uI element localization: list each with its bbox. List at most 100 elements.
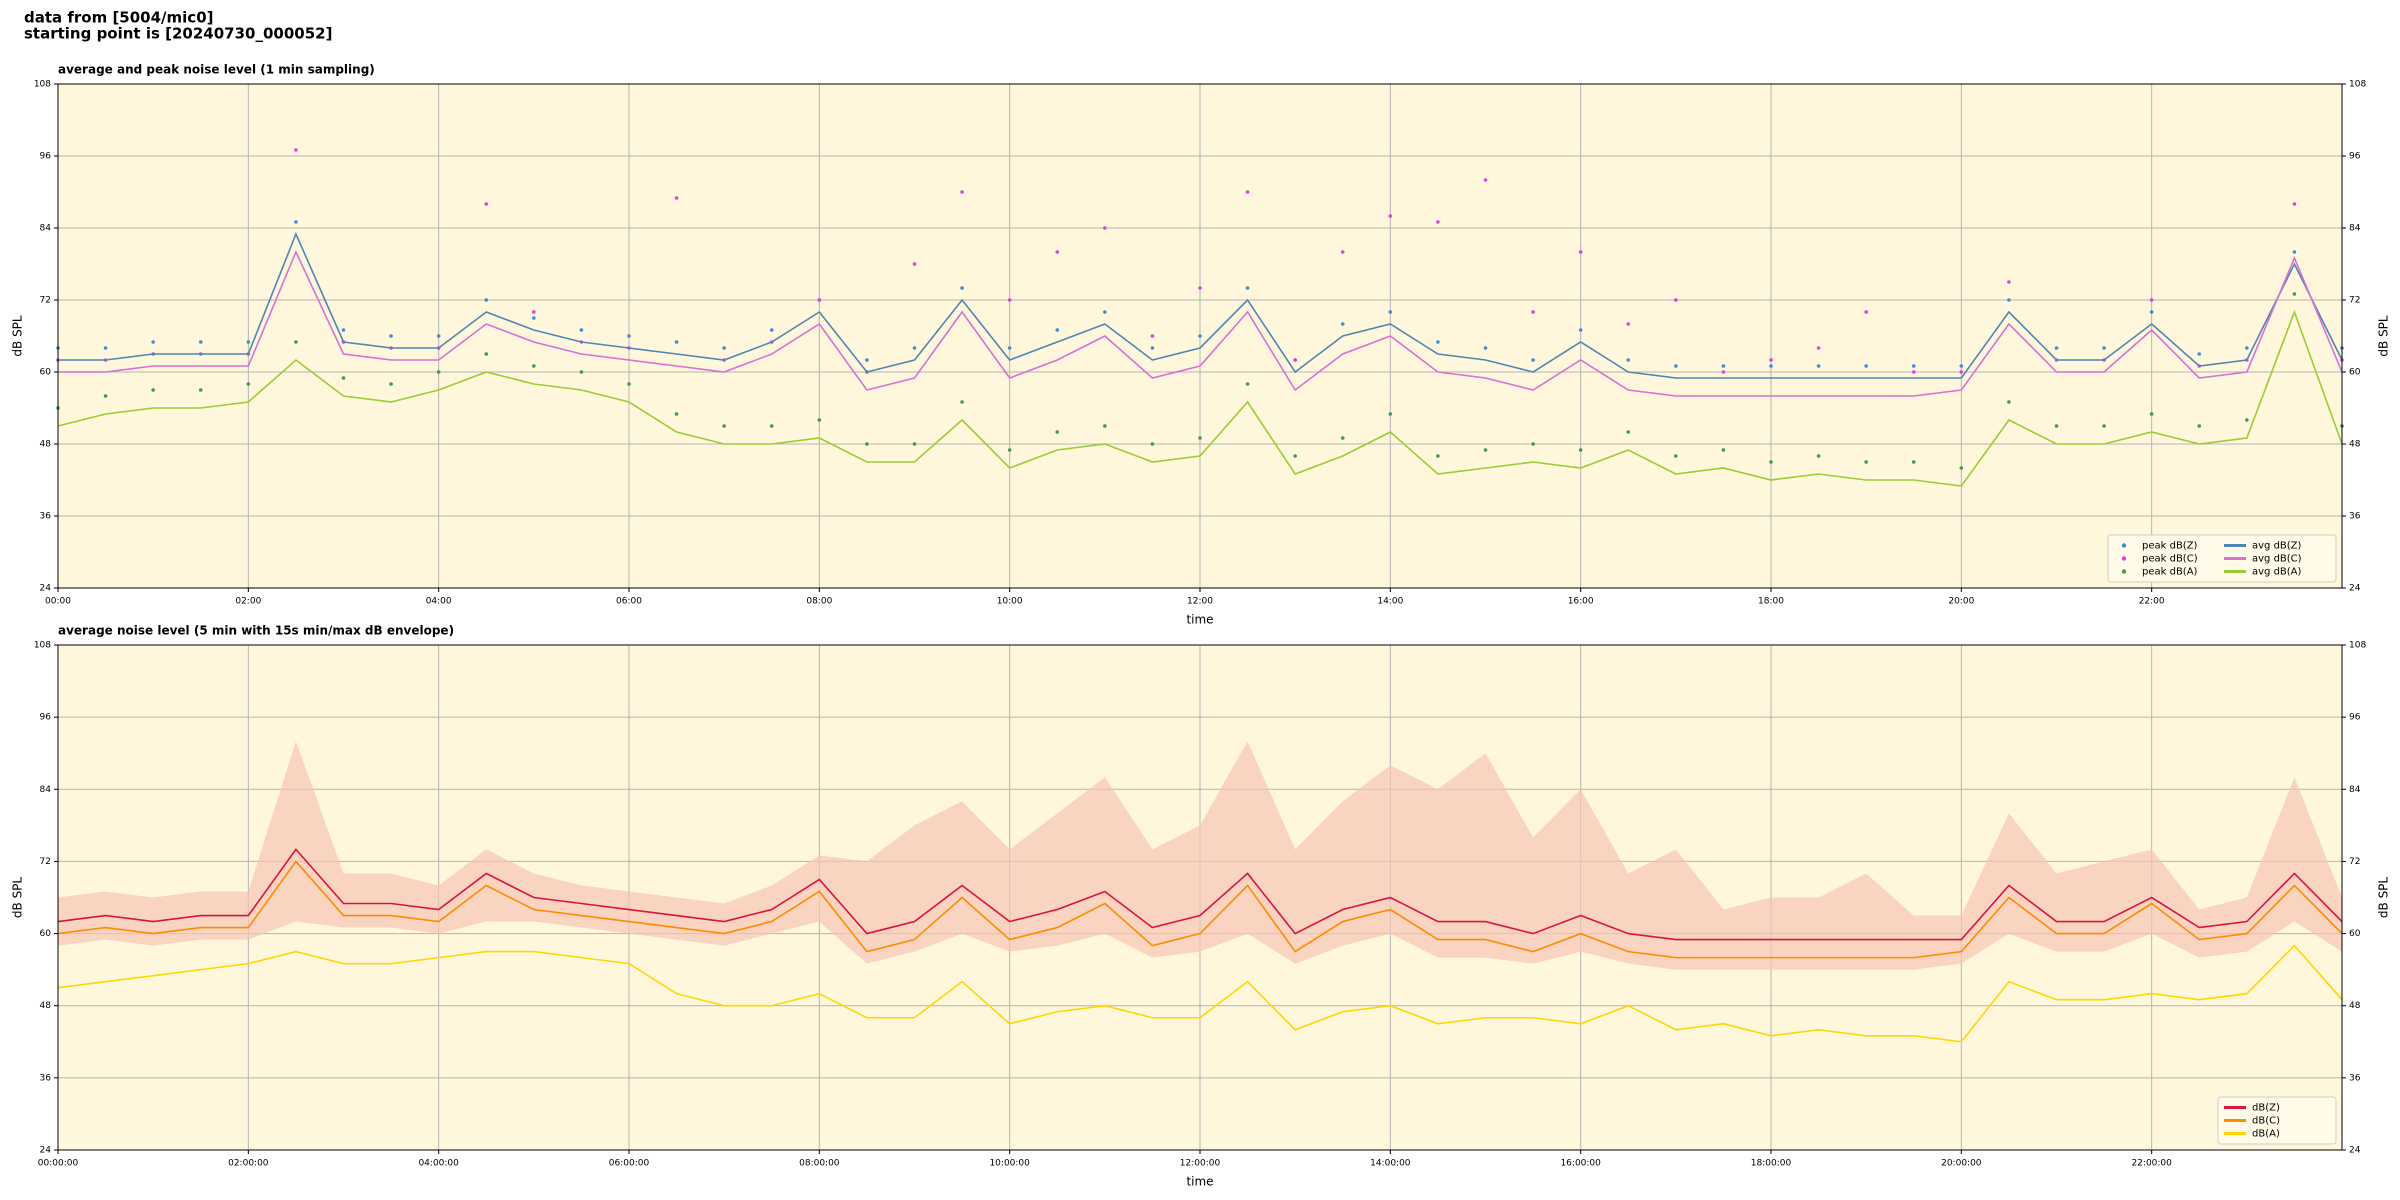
peak-point — [103, 394, 108, 398]
peak-point — [1483, 178, 1488, 182]
x-tick-label: 12:00:00 — [1180, 1159, 1221, 1169]
series-line — [57, 944, 2343, 1043]
peak-point — [1531, 442, 1535, 446]
peak-point — [1245, 382, 1250, 386]
y-tick-label: 48 — [2349, 440, 2361, 450]
peak-point — [817, 298, 822, 302]
y-tick-label: 60 — [2349, 929, 2361, 939]
x-tick-label: 04:00:00 — [418, 1159, 459, 1169]
peak-point — [1007, 346, 1012, 350]
peak-point — [579, 328, 584, 332]
chart-title: average and peak noise level (1 min samp… — [58, 63, 375, 77]
series-line — [57, 860, 2343, 959]
peak-point — [912, 442, 917, 446]
x-tick-label: 18:00 — [1758, 597, 1784, 607]
peak-point — [389, 334, 393, 338]
legend-label: avg dB(A) — [2252, 567, 2302, 578]
peak-point — [579, 370, 584, 374]
peak-point — [912, 346, 917, 350]
peak-point — [817, 418, 822, 422]
y-tick-label: 108 — [2349, 641, 2366, 651]
peak-point — [2197, 352, 2202, 356]
peak-point — [627, 334, 631, 338]
peak-point — [1721, 448, 1726, 452]
y-tick-label: 48 — [2349, 1001, 2361, 1011]
peak-point — [1340, 322, 1345, 326]
x-tick-label: 10:00 — [997, 597, 1023, 607]
peak-point — [769, 328, 774, 332]
legend-label: dB(Z) — [2252, 1103, 2280, 1114]
y-tick-label: 48 — [40, 440, 52, 450]
peak-point — [1055, 250, 1060, 254]
plot-frame — [57, 644, 2343, 1151]
peak-point — [389, 382, 393, 386]
y-axis-label: dB SPL — [11, 315, 25, 357]
legend-label: avg dB(C) — [2252, 554, 2302, 565]
y-tick-label: 84 — [2349, 224, 2361, 234]
legend-swatch — [2121, 556, 2127, 561]
x-tick-label: 22:00 — [2139, 597, 2165, 607]
peak-point — [246, 382, 251, 386]
x-tick-label: 22:00:00 — [2131, 1159, 2172, 1169]
peak-point — [674, 340, 679, 344]
peak-point — [436, 334, 441, 338]
peak-point — [1959, 466, 1964, 470]
peak-point — [1198, 334, 1202, 338]
y-tick-label: 84 — [2349, 785, 2361, 795]
y-tick-label: 72 — [2349, 296, 2360, 306]
x-tick-label: 02:00:00 — [228, 1159, 269, 1169]
peak-point — [294, 220, 298, 224]
peak-point — [151, 340, 155, 344]
peak-point — [1864, 364, 1868, 368]
legend-label: avg dB(Z) — [2252, 541, 2302, 552]
x-tick-label: 08:00:00 — [799, 1159, 840, 1169]
peak-point — [1293, 358, 1297, 362]
y-tick-label: 60 — [40, 929, 52, 939]
peak-point — [1959, 370, 1964, 374]
peak-point — [1674, 298, 1678, 302]
peak-point — [1483, 448, 1488, 452]
x-tick-label: 10:00:00 — [989, 1159, 1030, 1169]
y-tick-label: 24 — [2349, 584, 2361, 594]
y-tick-label: 24 — [40, 1146, 52, 1156]
y-tick-label: 72 — [40, 857, 51, 867]
x-tick-label: 04:00 — [426, 597, 452, 607]
peak-point — [1388, 310, 1393, 314]
y-tick-label: 108 — [34, 641, 51, 651]
x-tick-label: 12:00 — [1187, 597, 1213, 607]
peak-point — [1531, 358, 1535, 362]
peak-point — [484, 352, 489, 356]
header-line: starting point is [20240730_000052] — [24, 25, 332, 43]
peak-point — [1674, 454, 1678, 458]
peak-point — [1388, 412, 1393, 416]
y-tick-label: 36 — [2349, 512, 2361, 522]
peak-point — [1769, 358, 1773, 362]
peak-point — [1816, 346, 1821, 350]
peak-point — [2054, 346, 2059, 350]
legend-box — [2107, 534, 2337, 583]
x-tick-label: 08:00 — [806, 597, 832, 607]
peak-point — [1578, 328, 1583, 332]
peak-point — [1055, 328, 1060, 332]
peak-point — [1245, 286, 1250, 290]
peak-point — [2149, 298, 2154, 302]
peak-point — [1150, 442, 1155, 446]
peak-point — [1911, 460, 1916, 464]
y-tick-label: 36 — [40, 512, 52, 522]
peak-point — [1007, 298, 1012, 302]
peak-point — [246, 340, 251, 344]
peak-point — [1816, 454, 1821, 458]
peak-point — [2197, 424, 2202, 428]
peak-point — [341, 328, 346, 332]
peak-point — [2149, 310, 2154, 314]
peak-point — [2054, 424, 2059, 428]
peak-point — [1578, 250, 1583, 254]
peak-point — [2149, 412, 2154, 416]
series-line — [58, 231, 2343, 379]
chart: average noise level (5 min with 15s min/… — [11, 624, 2391, 1189]
legend-swatch — [2121, 569, 2127, 574]
peak-point — [1055, 430, 1060, 434]
peak-point — [2292, 202, 2297, 206]
